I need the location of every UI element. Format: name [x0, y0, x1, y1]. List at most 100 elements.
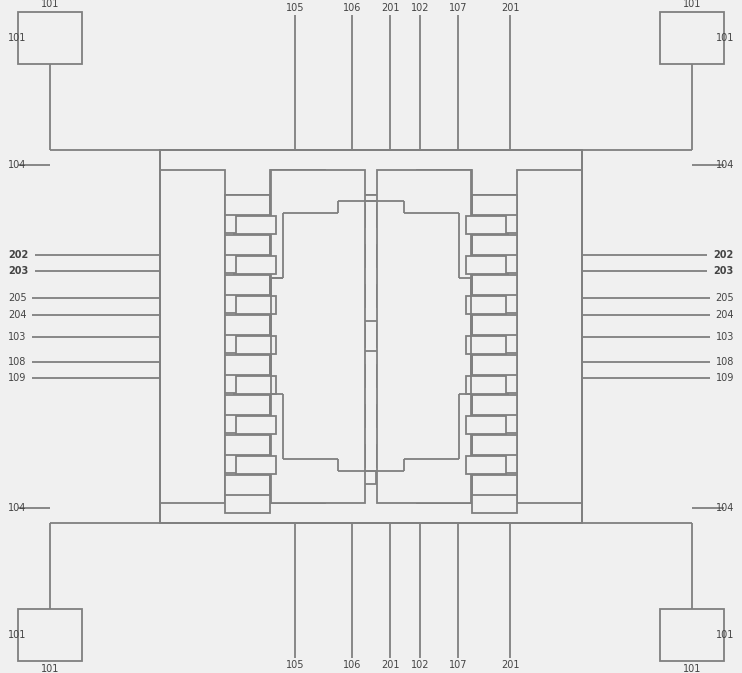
- Bar: [270, 170, 325, 503]
- Bar: [160, 150, 582, 195]
- Bar: [508, 377, 525, 425]
- Bar: [321, 448, 335, 484]
- Bar: [377, 245, 417, 267]
- Bar: [325, 445, 365, 467]
- Bar: [404, 448, 418, 484]
- Bar: [236, 336, 276, 354]
- Bar: [377, 445, 417, 467]
- Text: 101: 101: [8, 630, 27, 640]
- Bar: [225, 475, 270, 497]
- Text: 101: 101: [41, 0, 59, 9]
- Bar: [325, 285, 365, 307]
- Text: 101: 101: [683, 0, 701, 9]
- Text: 101: 101: [8, 33, 27, 43]
- Bar: [225, 275, 270, 297]
- Bar: [377, 365, 417, 387]
- Text: 205: 205: [715, 293, 734, 303]
- Bar: [472, 255, 517, 273]
- Bar: [472, 375, 517, 393]
- Bar: [225, 395, 270, 417]
- Bar: [472, 495, 517, 513]
- Text: 102: 102: [411, 660, 430, 670]
- Text: 103: 103: [715, 332, 734, 342]
- Bar: [466, 256, 506, 274]
- Bar: [472, 415, 517, 433]
- Bar: [377, 170, 471, 503]
- Bar: [325, 205, 365, 227]
- Bar: [217, 230, 234, 278]
- Bar: [236, 296, 276, 314]
- Bar: [301, 230, 317, 278]
- Bar: [326, 321, 419, 351]
- Bar: [279, 448, 293, 484]
- Bar: [225, 355, 270, 377]
- Bar: [326, 256, 354, 416]
- Bar: [225, 375, 270, 393]
- Bar: [225, 295, 270, 313]
- Text: 102: 102: [411, 3, 430, 13]
- Text: 107: 107: [449, 3, 467, 13]
- Text: 202: 202: [8, 250, 28, 260]
- Text: 109: 109: [8, 373, 27, 383]
- Bar: [225, 495, 270, 513]
- Bar: [377, 405, 417, 427]
- Bar: [487, 225, 501, 261]
- Text: 203: 203: [8, 266, 28, 276]
- Text: 107: 107: [449, 660, 467, 670]
- Text: 104: 104: [715, 160, 734, 170]
- Bar: [508, 230, 525, 278]
- Bar: [362, 448, 376, 484]
- Bar: [236, 416, 276, 434]
- Bar: [271, 201, 471, 471]
- Text: 104: 104: [8, 503, 27, 513]
- Bar: [467, 230, 483, 278]
- Bar: [472, 275, 517, 297]
- Bar: [377, 285, 417, 307]
- Text: 203: 203: [714, 266, 734, 276]
- Bar: [472, 215, 517, 233]
- Bar: [377, 205, 417, 227]
- Text: 104: 104: [715, 503, 734, 513]
- Bar: [472, 315, 517, 337]
- Bar: [225, 315, 270, 337]
- Bar: [325, 245, 365, 267]
- Text: 205: 205: [8, 293, 27, 303]
- Bar: [472, 235, 517, 257]
- Bar: [283, 394, 338, 459]
- Text: 204: 204: [8, 310, 27, 320]
- Bar: [445, 448, 459, 484]
- Text: 201: 201: [381, 3, 399, 13]
- Text: 201: 201: [501, 3, 519, 13]
- Bar: [472, 395, 517, 417]
- Bar: [225, 435, 270, 457]
- Bar: [466, 336, 506, 354]
- Bar: [279, 225, 293, 261]
- Bar: [466, 216, 506, 234]
- Bar: [192, 195, 550, 230]
- Bar: [472, 475, 517, 497]
- Bar: [236, 256, 276, 274]
- Bar: [160, 170, 225, 503]
- Text: 101: 101: [683, 664, 701, 673]
- Bar: [217, 377, 234, 425]
- Bar: [236, 216, 276, 234]
- Text: 103: 103: [8, 332, 27, 342]
- Bar: [325, 325, 365, 347]
- Bar: [425, 230, 441, 278]
- Text: 106: 106: [343, 3, 361, 13]
- Bar: [445, 225, 459, 261]
- Bar: [417, 170, 472, 503]
- Bar: [236, 376, 276, 394]
- Text: 204: 204: [715, 310, 734, 320]
- Bar: [472, 455, 517, 473]
- Text: 104: 104: [8, 160, 27, 170]
- Bar: [660, 609, 724, 661]
- Bar: [391, 256, 419, 416]
- Bar: [192, 443, 550, 478]
- Bar: [192, 278, 550, 296]
- Bar: [321, 225, 335, 261]
- Text: 108: 108: [8, 357, 27, 367]
- Bar: [160, 478, 582, 523]
- Bar: [466, 416, 506, 434]
- Bar: [192, 425, 550, 443]
